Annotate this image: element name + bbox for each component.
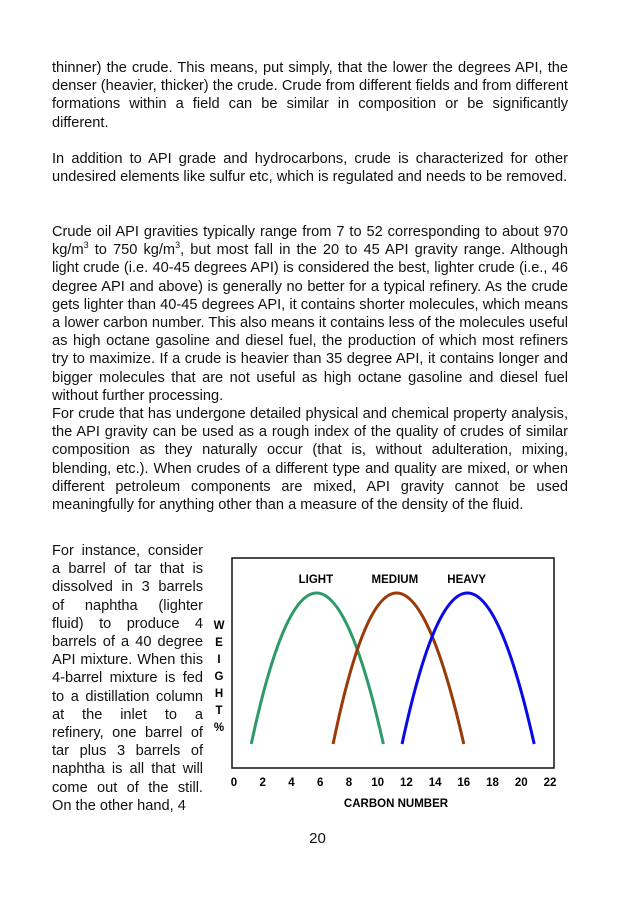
x-tick-label: 18 [486,777,499,789]
x-tick-label: 6 [317,777,323,789]
series-curve-heavy [400,591,536,745]
x-axis-label: CARBON NUMBER [344,798,449,810]
x-tick-label: 14 [429,777,442,789]
text: Crude oil API gravities typically range … [52,224,568,259]
x-tick-label: 20 [515,777,528,789]
plot-frame [231,557,555,769]
paragraph-2: In addition to API grade and hydrocarbon… [52,151,568,186]
series-label-light: LIGHT [299,574,334,586]
x-tick-label: 10 [371,777,384,789]
series-label-heavy: HEAVY [447,574,486,586]
y-axis-label-letter: H [215,688,223,700]
paragraph-1: thinner) the crude. This means, put simp… [52,60,568,131]
superscript: 3 [83,240,89,251]
series-curve-medium [331,591,466,745]
y-axis-label-letter: G [215,671,224,683]
x-tick-label: 12 [400,777,413,789]
paragraph-3: Crude oil API gravities typically range … [52,223,568,405]
x-tick-label: 8 [346,777,353,789]
y-axis-label-letter: % [214,722,224,734]
x-tick-label: 22 [544,777,557,789]
superscript: 3 [175,240,181,251]
y-axis-label-letter: E [215,637,223,649]
page-number: 20 [309,830,326,847]
y-axis-label-letter: T [215,705,222,717]
text: , but most fall in the 20 to 45 API grav… [52,242,569,404]
x-tick-label: 4 [288,777,295,789]
y-axis-label-letter: I [217,654,220,666]
x-tick-label: 16 [457,777,470,789]
text: to 750 kg/m [88,242,176,259]
y-axis-label-letter: W [214,620,225,632]
x-tick-label: 2 [260,777,266,789]
paragraph-4: For crude that has undergone detailed ph… [52,406,568,514]
paragraph-5: For instance, consider a barrel of tar t… [52,543,203,814]
x-tick-label: 0 [231,777,237,789]
series-label-medium: MEDIUM [372,574,419,586]
carbon-number-chart: LIGHT MEDIUM HEAVY 0 2 4 6 8 10 12 14 16 18 20 22 WEI… [214,557,557,810]
series-curve-light [249,591,385,745]
